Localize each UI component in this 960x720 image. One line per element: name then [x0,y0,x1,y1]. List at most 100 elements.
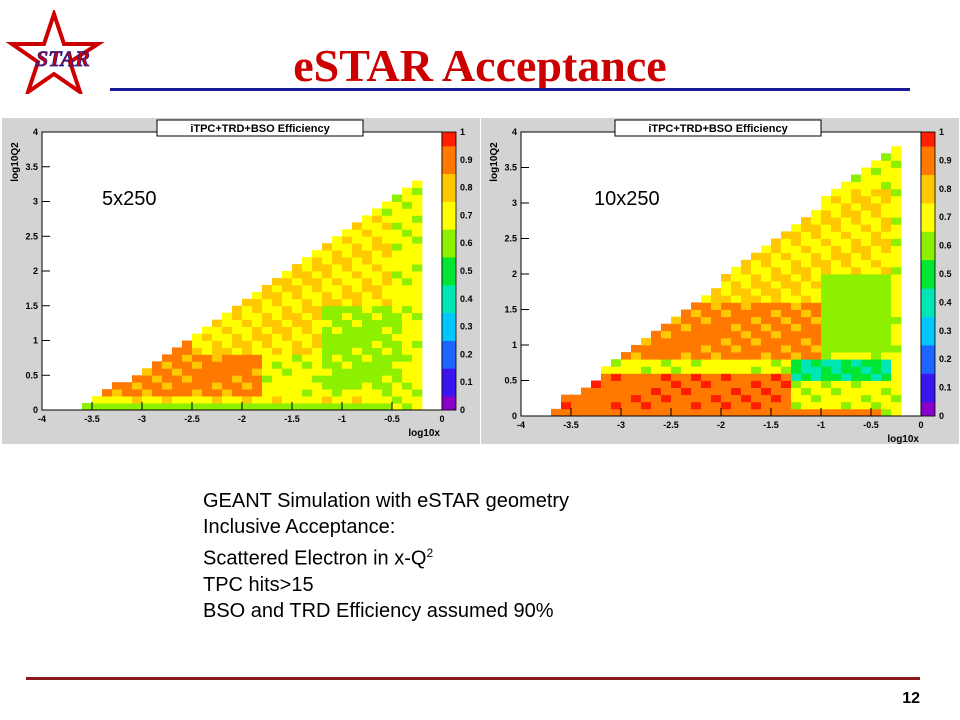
heatmap-cell [332,319,343,327]
heatmap-cell [332,291,343,300]
heatmap-cell [402,389,413,397]
heatmap-cell [412,347,423,355]
heatmap-cell [861,231,872,239]
heatmap-cell [302,264,313,272]
heatmap-cell [182,389,193,397]
heatmap-cell [252,403,263,411]
heatmap-cell [382,312,393,321]
heatmap-cell [891,323,902,332]
heatmap-cell [292,298,303,307]
heatmap-cell [412,326,423,334]
heatmap-cell [841,394,852,403]
heatmap-cell [412,375,423,383]
heatmap-cell [142,403,153,411]
heatmap-cell [831,195,842,204]
beam-energy-label-right: 10x250 [594,188,660,210]
heatmap-cell [801,259,812,268]
heatmap-cell [362,229,373,237]
heatmap-cell [252,375,263,383]
heatmap-cell [721,380,732,388]
chart-title: iTPC+TRD+BSO Efficiency [648,123,788,135]
heatmap-cell [282,277,293,286]
heatmap-cell [382,361,393,369]
heatmap-cell [332,340,343,348]
heatmap-cell [851,337,862,346]
heatmap-cell [222,403,233,411]
heatmap-cell [392,312,403,321]
heatmap-cell [871,195,882,204]
heatmap-cell [671,380,682,388]
heatmap-cell [322,264,333,272]
color-scale-segment [442,368,456,383]
heatmap-cell [831,245,842,254]
heatmap-cell [861,245,872,254]
heatmap-cell [392,271,403,279]
heatmap-cell [781,323,792,332]
heatmap-cell [312,389,323,397]
heatmap-cell [841,408,852,417]
heatmap-cell [831,281,842,289]
heatmap-cell [731,330,742,339]
heatmap-cell [112,403,123,411]
heatmap-cell [412,271,423,279]
heatmap-cell [392,201,403,209]
heatmap-cell [352,243,363,251]
heatmap-cell [162,361,173,369]
heatmap-cell [711,387,722,396]
heatmap-cell [372,305,383,314]
heatmap-cell [821,302,832,310]
heatmap-cell [272,284,283,293]
heatmap-cell [751,394,762,403]
heatmap-cell [861,352,872,360]
color-scale-label: 0.2 [460,349,473,359]
heatmap-cell [711,359,722,367]
heatmap-cell [801,345,812,353]
heatmap-cell [881,217,892,225]
heatmap-cell [392,389,403,397]
heatmap-cell [871,259,882,268]
heatmap-cell [152,389,163,397]
heatmap-cell [831,295,842,303]
heatmap-cell [841,401,852,410]
heatmap-cell [871,302,882,310]
heatmap-cell [891,245,902,254]
heatmap-cell [631,387,642,396]
heatmap-cell [342,250,353,258]
y-tick-label: 1 [33,336,38,346]
heatmap-cell [831,217,842,225]
color-scale-label: 0.5 [939,269,952,279]
heatmap-cell [402,354,413,362]
plot-panel-left: -4 -3.5 -3 -2.5 -2 -1.5 -1 -0.5 0 0 0.5 1 1.5 2 2.5 3 3.… [2,118,480,444]
heatmap-cell [412,403,423,411]
heatmap-cell [651,345,662,353]
color-scale-label: 0.3 [460,322,473,332]
heatmap-cell [781,302,792,310]
heatmap-cell [851,309,862,317]
heatmap-cell [801,252,812,261]
heatmap-cell [801,408,812,417]
heatmap-cell [322,368,333,376]
color-scale-label: 0.7 [460,210,473,220]
heatmap-cell [322,250,333,258]
heatmap-cell [272,396,283,404]
heatmap-cell [811,309,822,317]
heatmap-cell [871,401,882,410]
heatmap-cell [372,340,383,348]
heatmap-cell [112,382,123,390]
heatmap-cell [192,347,203,355]
heatmap-cell [561,401,572,410]
heatmap-cell [342,277,353,286]
heatmap-cell [372,354,383,362]
heatmap-cell [821,281,832,289]
heatmap-cell [891,224,902,232]
heatmap-cell [671,316,682,325]
heatmap-cell [352,340,363,348]
heatmap-cell [711,373,722,381]
heatmap-cell [781,408,792,417]
heatmap-cell [402,222,413,230]
heatmap-cell [881,188,892,197]
color-scale-segment [921,217,935,232]
heatmap-cell [811,316,822,325]
heatmap-cell [192,396,203,404]
color-scale-segment [442,173,456,188]
